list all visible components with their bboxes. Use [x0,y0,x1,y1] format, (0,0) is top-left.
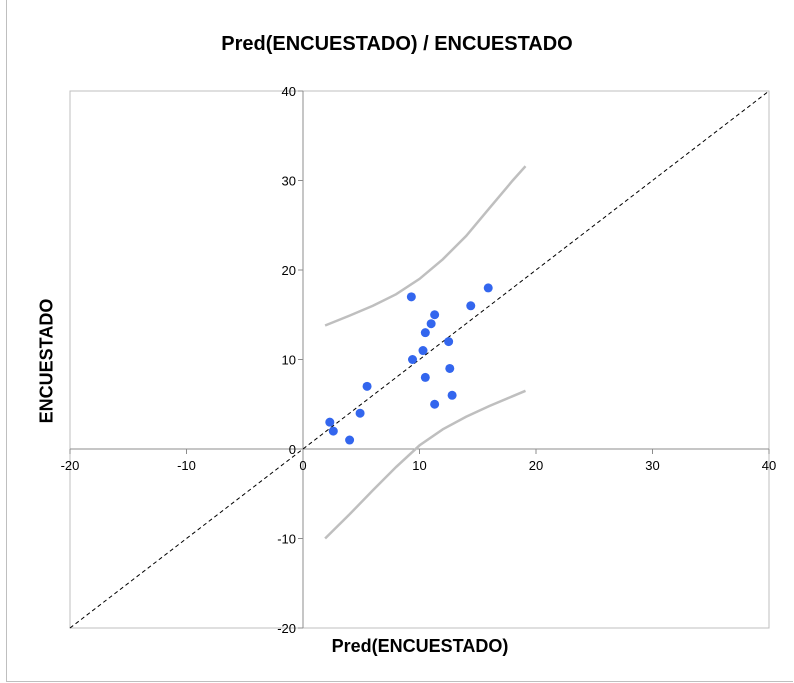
chart-title: Pred(ENCUESTADO) / ENCUESTADO [221,33,573,55]
data-point [325,417,335,427]
data-point [420,328,430,338]
y-tick-label: -20 [277,621,296,636]
x-tick-label: 40 [762,458,776,473]
x-tick-label: 0 [299,458,306,473]
data-point [418,346,428,356]
data-point [362,381,372,391]
data-point [345,435,355,445]
x-tick-label: -10 [177,458,196,473]
plot-area-border [69,90,770,629]
data-point [430,399,440,409]
y-tick-label: 30 [282,174,296,189]
x-tick-label: 20 [529,458,543,473]
data-point [426,319,436,329]
x-axis-label: Pred(ENCUESTADO) [331,636,509,656]
y-tick-label: 20 [282,263,296,278]
y-tick-label: 10 [282,353,296,368]
data-point [466,301,476,311]
data-point [447,390,457,400]
y-tick-label: 0 [289,442,296,457]
data-point [355,408,365,418]
confidence-band-line [324,389,526,540]
data-point [406,292,416,302]
data-point [420,372,430,382]
data-point [483,283,493,293]
x-tick-label: 30 [645,458,659,473]
data-point [444,337,454,347]
x-tick-label: -20 [61,458,80,473]
chart-frame [6,0,793,682]
y-tick-label: -10 [277,532,296,547]
y-tick-label: 40 [282,84,296,99]
data-point [430,310,440,320]
data-point [328,426,338,436]
data-point [445,363,455,373]
data-point [408,355,418,364]
identity-line [69,90,770,629]
x-tick-label: 10 [412,458,426,473]
confidence-band-line [324,165,527,327]
